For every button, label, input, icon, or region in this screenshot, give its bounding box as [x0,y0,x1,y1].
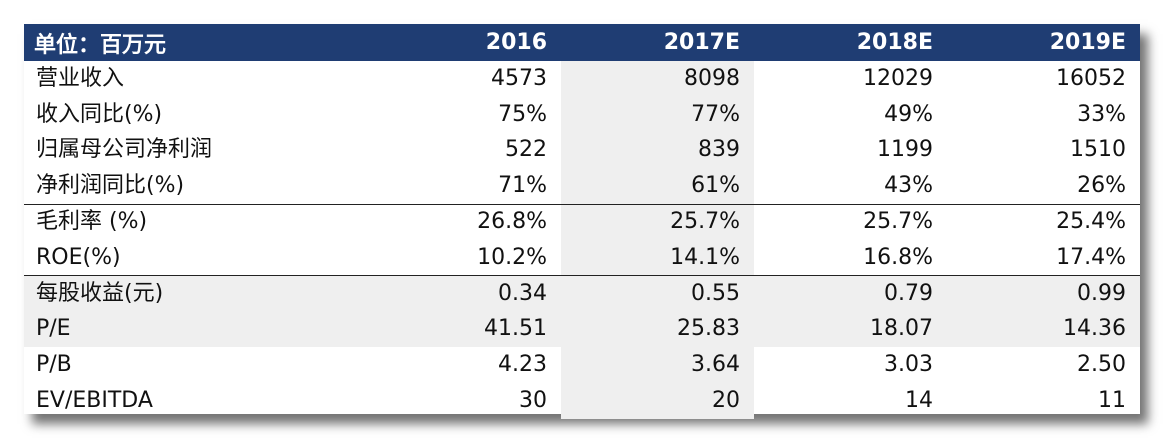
cell-2018e: 25.7% [754,203,947,240]
table-row-ev-ebitda: EV/EBITDA 30 20 14 11 [24,383,1140,419]
cell-2019e: 2.50 [1077,352,1126,378]
cell-2019e: 14.36 [947,311,1140,348]
cell-2018e: 16.8% [863,244,933,270]
header-unit-label: 单位：百万元 [34,32,167,58]
cell-2016: 41.51 [331,311,561,348]
cell-2019e: 1510 [1070,137,1126,163]
cell-2019e: 33% [1077,101,1126,127]
table-row-pe: P/E 41.51 25.83 18.07 14.36 [24,311,1140,348]
cell-2018e: 0.79 [754,275,947,312]
row-label: 归属母公司净利润 [36,137,213,163]
row-label: 收入同比(%) [36,101,163,127]
cell-2016: 0.34 [331,275,561,312]
cell-2016: 75% [498,101,547,127]
cell-2017e: 3.64 [561,347,754,384]
row-label: 净利润同比(%) [36,173,185,199]
table-row-revenue: 营业收入 4573 8098 12029 16052 [24,61,1140,97]
cell-2018e: 1199 [877,137,933,163]
cell-2017e: 20 [561,383,754,419]
row-label: 营业收入 [36,65,125,91]
row-label: P/E [24,311,331,348]
row-label: P/B [36,352,72,378]
table-row-roe: ROE(%) 10.2% 14.1% 16.8% 17.4% [24,239,1140,276]
cell-2017e: 14.1% [561,239,754,276]
cell-2017e: 25.7% [561,203,754,240]
cell-2017e: 25.83 [561,311,754,348]
cell-2018e: 49% [884,101,933,127]
cell-2019e: 11 [1098,388,1126,414]
cell-2019e: 0.99 [947,275,1140,312]
cell-2016: 10.2% [477,244,547,270]
cell-2019e: 16052 [1056,65,1126,91]
cell-2017e: 8098 [561,61,754,97]
cell-2016: 4.23 [498,352,547,378]
table-row-net-profit-yoy: 净利润同比(%) 71% 61% 43% 26% [24,168,1140,205]
cell-2018e: 43% [884,173,933,199]
cell-2017e: 77% [561,96,754,133]
header-year-2019e: 2019E [1049,30,1126,55]
table-row-revenue-yoy: 收入同比(%) 75% 77% 49% 33% [24,96,1140,133]
financial-forecast-table-card: 单位：百万元 2016 2017E 2018E 2019E 营业收入 4573 … [24,24,1140,419]
cell-2016: 26.8% [331,203,561,240]
table-row-eps: 每股收益(元) 0.34 0.55 0.79 0.99 [24,275,1140,312]
table-header-row: 单位：百万元 2016 2017E 2018E 2019E [24,24,1140,61]
cell-2017e: 61% [561,168,754,205]
cell-2019e: 25.4% [947,203,1140,240]
table-row-gross-margin: 毛利率 (%) 26.8% 25.7% 25.7% 25.4% [24,203,1140,240]
row-label: 每股收益(元) [24,275,331,312]
header-year-2017e: 2017E [663,30,740,55]
row-label: 毛利率 (%) [24,203,331,240]
cell-2018e: 12029 [863,65,933,91]
table-row-net-profit: 归属母公司净利润 522 839 1199 1510 [24,132,1140,169]
cell-2019e: 26% [1077,173,1126,199]
cell-2018e: 18.07 [754,311,947,348]
cell-2017e: 0.55 [561,275,754,312]
cell-2016: 71% [498,173,547,199]
table-row-pb: P/B 4.23 3.64 3.03 2.50 [24,347,1140,384]
cell-2018e: 14 [905,388,933,414]
cell-2016: 522 [505,137,547,163]
financial-forecast-table: 单位：百万元 2016 2017E 2018E 2019E 营业收入 4573 … [24,24,1140,419]
row-label: EV/EBITDA [36,388,153,414]
header-year-2018e: 2018E [856,30,933,55]
cell-2016: 4573 [491,65,547,91]
cell-2017e: 839 [561,132,754,169]
cell-2019e: 17.4% [1056,244,1126,270]
cell-2018e: 3.03 [884,352,933,378]
cell-2016: 30 [519,388,547,414]
row-label: ROE(%) [36,244,121,270]
header-year-2016: 2016 [485,30,547,55]
